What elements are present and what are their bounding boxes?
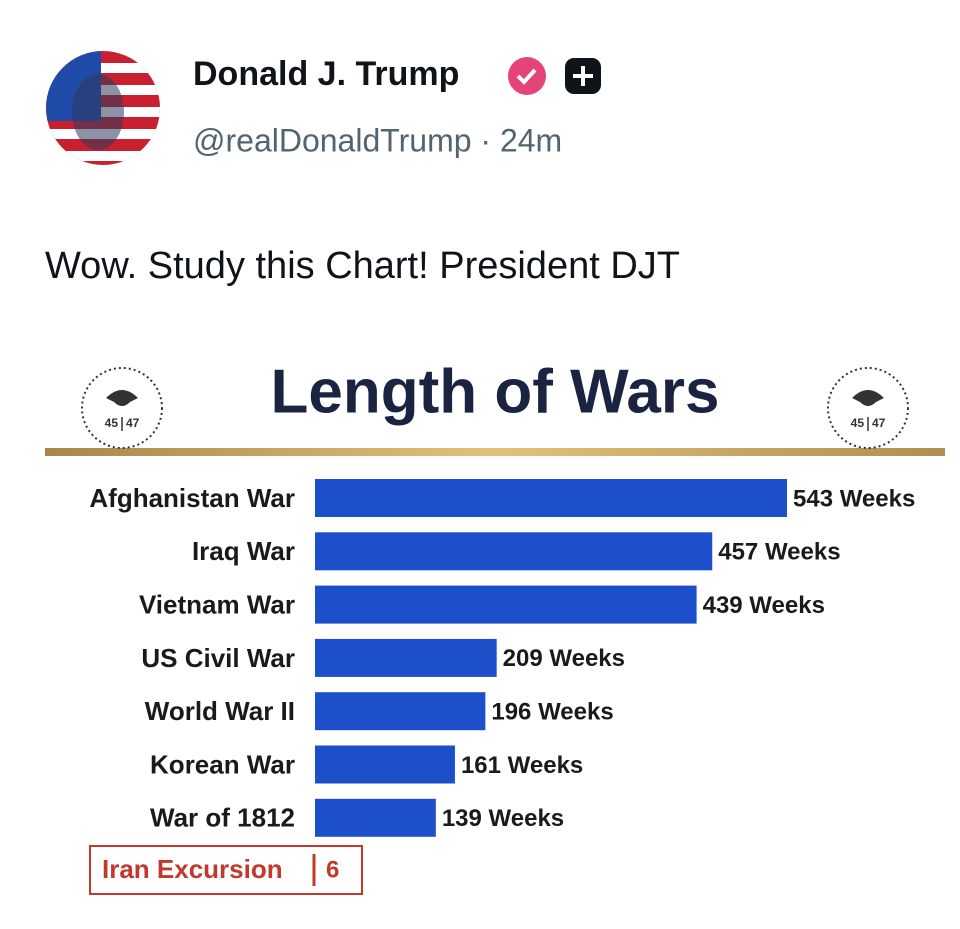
value-label: 161 Weeks xyxy=(461,752,583,779)
category-label: World War II xyxy=(145,696,295,726)
category-label: Afghanistan War xyxy=(89,483,295,513)
category-label: Vietnam War xyxy=(139,589,295,619)
bar xyxy=(315,585,697,624)
bar xyxy=(315,745,455,784)
bar xyxy=(315,532,713,571)
value-label: 196 Weeks xyxy=(491,699,613,726)
title-rule xyxy=(45,448,945,456)
value-label: 543 Weeks xyxy=(793,485,915,512)
verified-badge xyxy=(508,57,546,95)
seal-eagle xyxy=(106,390,138,406)
bar xyxy=(315,798,436,837)
category-label: War of 1812 xyxy=(150,803,295,833)
seal-eagle xyxy=(852,390,884,406)
bar xyxy=(315,692,486,731)
seal-number: 45 xyxy=(851,416,865,430)
seal-number: 47 xyxy=(126,416,140,430)
bar xyxy=(315,479,787,517)
seal-number: 45 xyxy=(105,416,119,430)
plus-icon[interactable] xyxy=(565,58,601,94)
callout-value: 6 xyxy=(326,856,339,883)
callout-box xyxy=(89,845,363,895)
author-name[interactable]: Donald J. Trump xyxy=(193,55,459,93)
avatar[interactable] xyxy=(46,51,160,165)
seal xyxy=(81,367,163,449)
handle-time[interactable]: @realDonaldTrump · 24m xyxy=(193,122,562,158)
category-label: Iraq War xyxy=(192,536,295,566)
category-label: Korean War xyxy=(150,749,295,779)
value-label: 457 Weeks xyxy=(718,539,840,566)
post-text: Wow. Study this Chart! President DJT xyxy=(45,245,680,287)
value-label: 209 Weeks xyxy=(503,645,625,672)
callout-label: Iran Excursion xyxy=(102,854,283,884)
chart-title: Length of Wars xyxy=(271,357,720,426)
value-label: 139 Weeks xyxy=(442,805,564,832)
value-label: 439 Weeks xyxy=(703,592,825,619)
bar xyxy=(315,638,497,677)
seal xyxy=(827,367,909,449)
chart: Length of Wars xyxy=(45,357,945,456)
category-label: US Civil War xyxy=(141,643,295,673)
seal-number: 47 xyxy=(872,416,886,430)
